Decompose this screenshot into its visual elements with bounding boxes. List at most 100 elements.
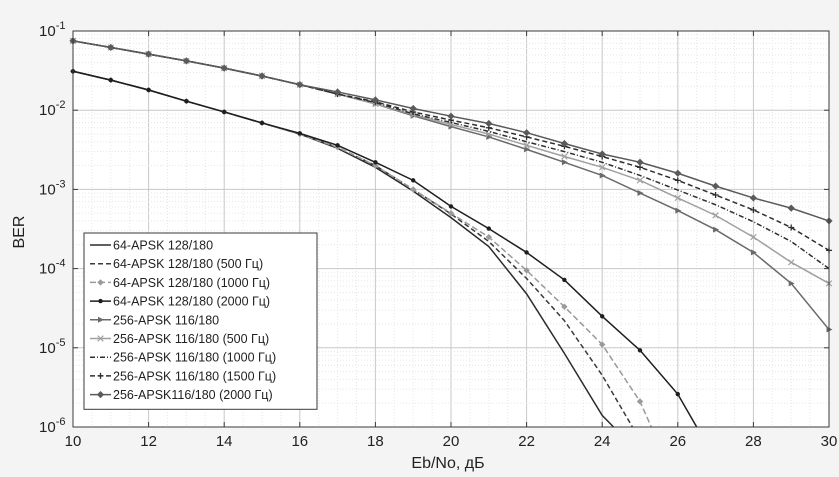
data-point bbox=[750, 233, 757, 241]
legend-label: 256-APSK 116/180 (1000 Гц) bbox=[113, 351, 276, 365]
data-point bbox=[675, 207, 682, 214]
series-4 bbox=[70, 69, 698, 428]
legend-item: 256-APSK 116/180 (500 Гц) bbox=[90, 332, 269, 346]
data-point bbox=[409, 104, 417, 113]
data-point bbox=[787, 259, 795, 266]
data-point bbox=[98, 316, 104, 323]
legend-item: 256-APSK 116/180 (1000 Гц) bbox=[90, 351, 276, 365]
data-point bbox=[712, 212, 719, 219]
y-tick-label: 10-6 bbox=[39, 416, 65, 436]
data-point bbox=[486, 226, 491, 231]
data-point bbox=[560, 139, 568, 148]
legend: 64-APSK 128/180 64-APSK 128/180 (500 Гц) 6… bbox=[83, 232, 318, 410]
x-tick-label: 10 bbox=[65, 433, 82, 450]
data-point bbox=[713, 226, 720, 233]
data-point bbox=[97, 335, 104, 342]
data-point bbox=[371, 96, 379, 104]
legend-box bbox=[83, 232, 318, 410]
y-tick-label: 10-1 bbox=[39, 20, 65, 40]
axes bbox=[72, 30, 830, 428]
series-line bbox=[72, 70, 698, 428]
data-point bbox=[675, 391, 680, 397]
y-tick-label: 10-3 bbox=[39, 178, 65, 198]
data-point bbox=[674, 177, 681, 184]
data-point bbox=[146, 87, 151, 93]
data-point bbox=[222, 109, 227, 115]
legend-label: 64-APSK 128/180 (2000 Гц) bbox=[113, 295, 270, 309]
legend-label: 256-APSK116/180 (2000 Гц) bbox=[113, 388, 273, 402]
data-point bbox=[749, 194, 757, 202]
data-point bbox=[447, 112, 455, 120]
y-tick-label: 10-2 bbox=[39, 99, 65, 119]
y-tick-label: 10-5 bbox=[39, 337, 65, 357]
data-point bbox=[712, 191, 719, 198]
legend-label: 64-APSK 128/180 (500 Гц) bbox=[113, 257, 263, 271]
data-point bbox=[636, 398, 644, 405]
data-point bbox=[259, 120, 265, 126]
data-point bbox=[373, 160, 378, 165]
legend-label: 256-APSK 116/180 (1500 Гц) bbox=[113, 369, 276, 383]
y-axis-label: BER bbox=[11, 216, 28, 249]
data-point bbox=[599, 172, 606, 179]
data-point bbox=[448, 204, 454, 209]
x-tick-label: 26 bbox=[669, 433, 686, 450]
data-point bbox=[335, 143, 340, 148]
data-point bbox=[674, 194, 682, 202]
legend-label: 64-APSK 128/180 bbox=[113, 239, 213, 253]
data-point bbox=[447, 210, 455, 217]
data-point bbox=[98, 298, 103, 304]
data-point bbox=[411, 178, 416, 183]
legend-item: 256-APSK116/180 (2000 Гц) bbox=[90, 388, 273, 402]
data-point bbox=[145, 50, 153, 58]
x-axis-label: Eb/No, дБ bbox=[411, 455, 484, 472]
data-point bbox=[523, 267, 530, 274]
data-point bbox=[600, 314, 605, 319]
data-point bbox=[97, 279, 104, 286]
data-point bbox=[485, 233, 492, 241]
data-point bbox=[637, 348, 643, 353]
data-point bbox=[598, 150, 606, 158]
x-tick-label: 22 bbox=[518, 433, 535, 450]
data-point bbox=[750, 249, 757, 256]
data-point bbox=[598, 164, 606, 171]
data-point bbox=[296, 81, 304, 89]
data-point bbox=[561, 159, 568, 166]
data-point bbox=[485, 119, 493, 128]
data-point bbox=[97, 372, 104, 379]
x-tick-label: 14 bbox=[216, 433, 233, 450]
data-point bbox=[334, 88, 342, 96]
data-point bbox=[410, 186, 417, 193]
data-point bbox=[524, 146, 531, 153]
data-point bbox=[674, 169, 682, 177]
legend-label: 64-APSK 128/180 (1000 Гц) bbox=[113, 276, 270, 290]
data-point bbox=[447, 121, 455, 128]
data-point bbox=[107, 43, 115, 52]
data-point bbox=[372, 162, 379, 169]
data-point bbox=[297, 131, 302, 136]
x-tick-label: 28 bbox=[745, 433, 762, 450]
data-point bbox=[788, 280, 795, 287]
data-point bbox=[96, 391, 105, 399]
y-tick-label: 10-4 bbox=[39, 258, 65, 278]
tick-labels: 10 12 14 16 18 20 22 24 26 28 30 10-1 10-2 10-3 10-4 10… bbox=[39, 20, 837, 450]
data-point bbox=[523, 129, 531, 137]
data-point bbox=[524, 250, 529, 255]
data-point bbox=[561, 303, 568, 310]
legend-item: 64-APSK 128/180 (2000 Гц) bbox=[90, 295, 270, 309]
legend-label: 256-APSK 116/180 (500 Гц) bbox=[113, 332, 269, 346]
data-point bbox=[750, 206, 757, 213]
data-point bbox=[108, 77, 114, 83]
data-point bbox=[788, 224, 795, 231]
data-point bbox=[787, 204, 795, 212]
data-point bbox=[599, 341, 606, 348]
data-point bbox=[561, 153, 568, 160]
data-point bbox=[712, 182, 720, 190]
legend-item: 256-APSK 116/180 (1500 Гц) bbox=[90, 369, 276, 383]
x-tick-label: 24 bbox=[594, 433, 611, 450]
data-point bbox=[562, 277, 567, 283]
x-tick-label: 18 bbox=[367, 433, 384, 450]
data-point bbox=[184, 98, 189, 104]
data-point bbox=[636, 177, 644, 184]
